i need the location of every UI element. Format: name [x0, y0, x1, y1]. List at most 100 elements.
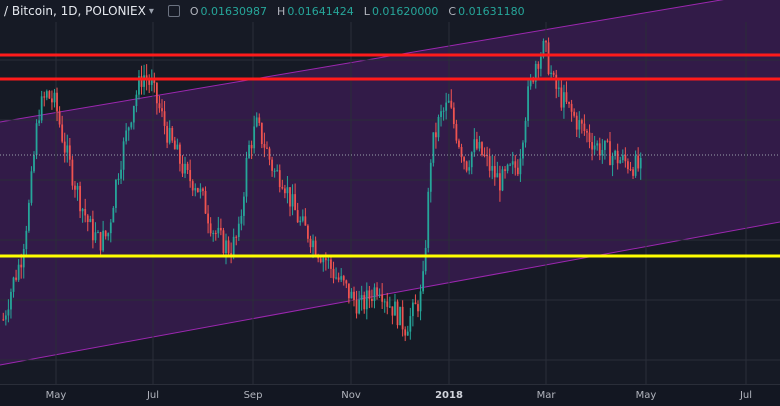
- candle-body: [202, 188, 204, 191]
- candle-body: [222, 230, 225, 254]
- candle-body: [301, 216, 304, 221]
- candle-body: [501, 169, 504, 191]
- candle-body: [378, 294, 381, 296]
- candle-body: [122, 141, 125, 170]
- candle-body: [74, 185, 76, 190]
- candle-body: [470, 152, 473, 168]
- candle-body: [522, 142, 524, 159]
- candle-body: [347, 283, 350, 299]
- candle-body: [171, 127, 174, 141]
- candle-body: [232, 236, 235, 257]
- candle-body: [401, 306, 404, 330]
- candle-body: [278, 170, 281, 188]
- candle-body: [327, 259, 330, 261]
- candle-body: [258, 117, 261, 123]
- candle-body: [138, 76, 140, 95]
- candle-body: [227, 240, 230, 254]
- candle-body: [619, 160, 622, 164]
- x-tick-label: May: [635, 390, 657, 401]
- candle-body: [596, 143, 599, 146]
- candle-body: [573, 111, 576, 116]
- candle-body: [30, 171, 33, 203]
- candle-body: [557, 87, 560, 89]
- candle-body: [25, 230, 28, 250]
- ascending-channel[interactable]: [0, 0, 780, 365]
- candle-body: [81, 209, 84, 212]
- candle-body: [40, 96, 43, 121]
- candle-body: [632, 169, 634, 176]
- candle-body: [181, 163, 184, 174]
- settings-square-icon[interactable]: [167, 5, 180, 17]
- candle-body: [130, 122, 133, 128]
- candle-body: [235, 236, 238, 238]
- candle-body: [7, 309, 10, 316]
- ohlc-high: H 0.01641424: [277, 4, 354, 18]
- candle-body: [253, 126, 256, 149]
- candle-body: [404, 329, 407, 336]
- candle-body: [27, 202, 30, 231]
- candle-body: [319, 258, 322, 263]
- symbol-title[interactable]: / Bitcoin, 1D, POLONIEX: [4, 4, 146, 18]
- candle-body: [63, 141, 66, 153]
- candle-body: [560, 87, 563, 108]
- candle-body: [371, 298, 373, 301]
- candle-body: [322, 258, 325, 263]
- candle-body: [368, 290, 371, 299]
- candle-body: [33, 155, 35, 172]
- candle-body: [611, 155, 614, 166]
- candle-body: [43, 96, 46, 98]
- channel-lower-line[interactable]: [0, 221, 780, 366]
- candle-body: [550, 72, 553, 75]
- candle-body: [189, 170, 192, 182]
- candle-body: [86, 215, 89, 223]
- candle-body: [109, 222, 112, 234]
- candle-body: [542, 40, 545, 57]
- candle-body: [386, 301, 389, 307]
- candle-body: [143, 75, 145, 87]
- candle-body: [414, 302, 417, 305]
- candle-body: [191, 181, 194, 191]
- candle-body: [281, 187, 284, 189]
- candle-body: [204, 190, 207, 214]
- candle-body: [199, 188, 202, 193]
- candle-body: [545, 40, 547, 43]
- candle-body: [475, 139, 478, 149]
- candle-body: [314, 240, 317, 256]
- candle-body: [219, 227, 222, 231]
- candle-body: [491, 166, 494, 171]
- candle-body: [365, 290, 368, 310]
- ohlc-close: C 0.01631180: [448, 4, 525, 18]
- candle-body: [179, 144, 181, 164]
- candle-body: [312, 240, 314, 248]
- candle-body: [291, 194, 294, 207]
- candle-body: [332, 268, 335, 279]
- candle-body: [84, 209, 87, 216]
- candle-body: [286, 187, 289, 194]
- candle-body: [555, 74, 558, 89]
- candle-body: [271, 159, 273, 171]
- candle-body: [437, 117, 440, 138]
- candle-body: [217, 227, 220, 234]
- candle-body: [486, 155, 489, 157]
- candle-body: [127, 127, 130, 131]
- ohlc-low: L 0.01620000: [363, 4, 439, 18]
- candle-body: [89, 218, 92, 223]
- x-tick-label: Jul: [146, 390, 160, 401]
- candle-body: [614, 150, 617, 156]
- candle-body: [601, 149, 604, 156]
- candle-body: [424, 247, 427, 272]
- candle-body: [299, 220, 302, 223]
- candle-body: [537, 63, 540, 69]
- candle-body: [458, 140, 460, 148]
- candle-body: [107, 233, 110, 237]
- chevron-down-icon[interactable]: ▾: [148, 5, 154, 17]
- time-axis[interactable]: May Jul Sep Nov 2018 Mar May Jul: [0, 384, 780, 406]
- candle-body: [150, 80, 153, 85]
- candle-body: [563, 92, 565, 108]
- candle-body: [176, 144, 179, 150]
- ohlc-open: O 0.01630987: [189, 4, 268, 18]
- candle-body: [273, 170, 276, 172]
- candle-body: [120, 169, 122, 179]
